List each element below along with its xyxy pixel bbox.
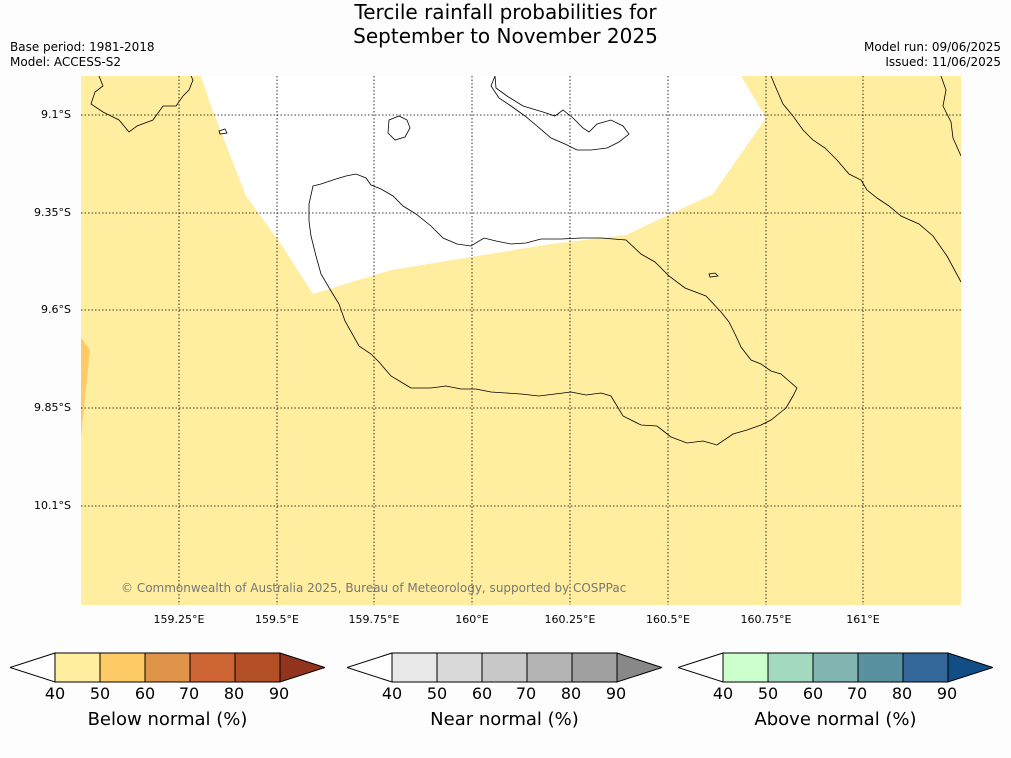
legend-tick-label: 40: [44, 684, 66, 703]
colorbar-low-extend: [678, 652, 724, 683]
legend-tick-label: 80: [560, 684, 582, 703]
colorbar-segment: [481, 652, 528, 683]
lat-tick-label: 9.35°S: [34, 206, 71, 219]
model-name: Model: ACCESS-S2: [10, 55, 122, 69]
legend-tick-label: 50: [89, 684, 111, 703]
colorbar-segment: [234, 652, 281, 683]
lon-tick-label: 160.25°E: [544, 613, 596, 626]
legend-tick-label: 90: [605, 684, 627, 703]
copyright-notice: © Commonwealth of Australia 2025, Bureau…: [121, 581, 626, 595]
legend-tick-label: 40: [381, 684, 403, 703]
legend-tick-label: 70: [178, 684, 200, 703]
lon-tick-label: 159.25°E: [153, 613, 205, 626]
colorbar-high-extend: [947, 652, 993, 683]
map-title: Tercile rainfall probabilities for Septe…: [0, 0, 1011, 48]
legend-tick-label: 60: [134, 684, 156, 703]
legend-tick-label: 70: [846, 684, 868, 703]
base-period: Base period: 1981-2018: [10, 40, 155, 54]
colorbar-segment: [99, 652, 146, 683]
lon-tick-label: 160°E: [455, 613, 489, 626]
title-line-2: September to November 2025: [353, 24, 658, 48]
savo-islet: [708, 272, 719, 278]
legend-tick-label: 90: [268, 684, 290, 703]
legend-tick-label: 50: [757, 684, 779, 703]
coastlines: [90, 76, 961, 446]
colorbar-segment: [571, 652, 618, 683]
legend-tick-label: 80: [223, 684, 245, 703]
colorbar-segment: [144, 652, 191, 683]
no-dominant-tercile-region: [201, 76, 766, 294]
model-run: Model run: 09/06/2025: [863, 40, 1001, 54]
lon-tick-label: 161°E: [846, 613, 880, 626]
probability-map: © Commonwealth of Australia 2025, Bureau…: [81, 76, 961, 605]
legend-tick-label: 90: [936, 684, 958, 703]
colorbar-segment: [857, 652, 904, 683]
lon-tick-label: 159.5°E: [255, 613, 299, 626]
colorbar-segment: [812, 652, 859, 683]
meta-right: Model run: 09/06/2025 Issued: 11/06/2025: [864, 40, 1001, 70]
colorbar-segment: [189, 652, 236, 683]
lat-tick-label: 9.1°S: [41, 108, 71, 121]
colorbar-segment: [722, 652, 769, 683]
lat-tick-label: 10.1°S: [34, 499, 71, 512]
near-normal-label: Near normal (%): [430, 709, 579, 730]
colorbar-segment: [54, 652, 101, 683]
colorbar-segment: [767, 652, 814, 683]
malaita-east-coastline: [940, 76, 961, 157]
colorbar-high-extend: [616, 652, 662, 683]
colorbar-segment: [902, 652, 949, 683]
title-line-1: Tercile rainfall probabilities for: [354, 0, 657, 24]
legend-tick-label: 40: [712, 684, 734, 703]
northwest-coastline-west: [90, 76, 194, 133]
meta-left: Base period: 1981-2018 Model: ACCESS-S2: [10, 40, 155, 70]
florida-islands-coastline: [490, 76, 630, 151]
colorbar-segment: [526, 652, 573, 683]
issued-date: Issued: 11/06/2025: [885, 55, 1001, 69]
colorbar-low-extend: [10, 652, 56, 683]
below-normal-colorbar: [10, 652, 325, 683]
above-normal-colorbar: [678, 652, 993, 683]
legend-tick-label: 80: [891, 684, 913, 703]
malaita-coastline: [770, 76, 961, 283]
lon-tick-label: 160.75°E: [740, 613, 792, 626]
lon-tick-label: 159.75°E: [348, 613, 400, 626]
legend-tick-label: 50: [426, 684, 448, 703]
near-normal-colorbar: [347, 652, 662, 683]
small-island: [387, 115, 411, 141]
above-normal-label: Above normal (%): [754, 709, 917, 730]
gridlines: [81, 76, 961, 605]
below-normal-label: Below normal (%): [87, 709, 248, 730]
lat-tick-label: 9.85°S: [34, 401, 71, 414]
lon-tick-label: 160.5°E: [646, 613, 690, 626]
colorbar-low-extend: [347, 652, 393, 683]
legend-tick-label: 70: [515, 684, 537, 703]
northwest-islet: [218, 128, 228, 135]
colorbar-high-extend: [279, 652, 325, 683]
legend-tick-label: 60: [802, 684, 824, 703]
below-normal-50-60-region: [81, 338, 90, 436]
colorbar-segment: [436, 652, 483, 683]
lat-tick-label: 9.6°S: [41, 303, 71, 316]
colorbar-segment: [391, 652, 438, 683]
legend-tick-label: 60: [471, 684, 493, 703]
guadalcanal-coastline: [308, 173, 798, 446]
